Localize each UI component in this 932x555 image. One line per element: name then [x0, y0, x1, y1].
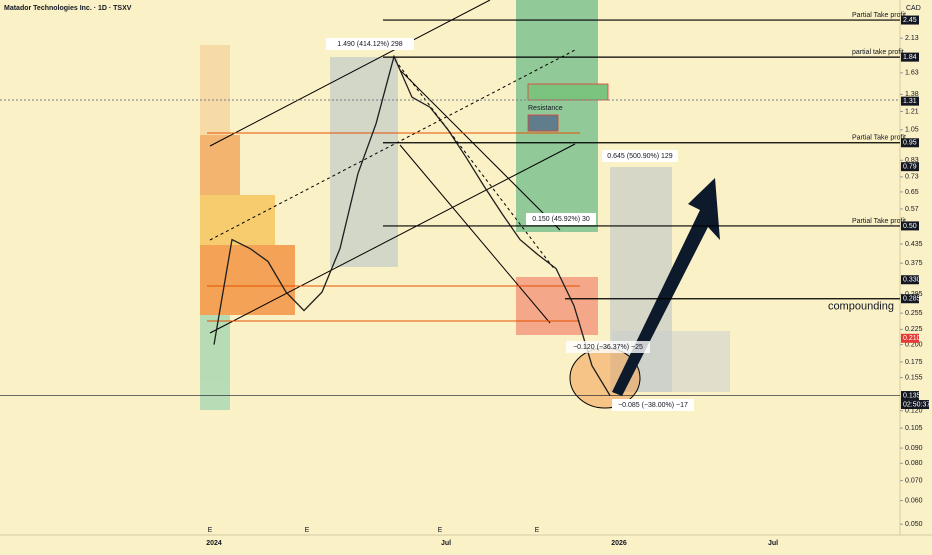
price-line-note: Partial Take profit — [852, 218, 906, 225]
y-tick-label: 2.13 — [905, 35, 919, 42]
y-tick-label: 0.200 — [905, 341, 923, 348]
price-badge — [901, 15, 919, 25]
plot — [213, 54, 611, 396]
price-badge-label: 1.31 — [903, 98, 917, 105]
y-tick-label: 0.255 — [905, 310, 923, 317]
measure-label-bg — [602, 150, 678, 162]
x-tick-label: 2024 — [206, 540, 222, 547]
x-tick-label: 2026 — [611, 540, 627, 547]
price-line-note: Partial Take profit — [852, 12, 906, 19]
price-line-note: compounding — [828, 301, 894, 313]
measure-label: 0.150 (45.92%) 30 — [532, 216, 590, 223]
price-badge-label: 0.210 — [903, 335, 921, 342]
price-line-note: Partial Take profit — [852, 135, 906, 142]
y-tick-label: 1.63 — [905, 70, 919, 77]
price-badge — [901, 275, 919, 285]
y-tick-label: 0.070 — [905, 477, 923, 484]
event-marker: E — [438, 527, 443, 534]
volume-profile — [200, 45, 295, 410]
volume-bar — [200, 195, 275, 245]
stop-zone — [516, 277, 598, 335]
price-badge-label: 0.95 — [903, 140, 917, 147]
resistance-box — [527, 83, 609, 101]
y-tick-label: 0.105 — [905, 425, 923, 432]
measure-label: 0.645 (500.90%) 129 — [607, 153, 672, 160]
resistance-label: Resistance — [528, 105, 563, 112]
measure-label: −0.120 (−36.37%) −25 — [573, 344, 643, 351]
y-tick-label: 1.05 — [905, 127, 919, 134]
measure-label-bg — [566, 341, 650, 353]
event-marker: E — [208, 527, 213, 534]
chart-title: Matador Technologies Inc. · 1D · TSXV — [4, 5, 132, 12]
y-tick-label: 0.060 — [905, 497, 923, 504]
y-tick-label: 0.83 — [905, 157, 919, 164]
price-badge-label: 0.79 — [903, 164, 917, 171]
y-tick-label: 0.175 — [905, 359, 923, 366]
y-tick-label: 0.375 — [905, 260, 923, 267]
y-tick-label: 0.225 — [905, 326, 923, 333]
y-tick-label: 0.73 — [905, 174, 919, 181]
price-badge — [901, 162, 919, 172]
price-badge — [901, 391, 919, 401]
y-tick-label: 0.155 — [905, 374, 923, 381]
resistance-box — [527, 114, 559, 132]
price-badge-label: 0.135 — [903, 392, 921, 399]
volume-bar — [200, 45, 230, 135]
measure-label: −0.085 (−38.00%) −17 — [618, 402, 688, 409]
price-badge-label: 2.45 — [903, 17, 917, 24]
currency: CAD — [906, 5, 921, 12]
price-badge-label: 0.330 — [903, 277, 921, 284]
price-badge-label: 1.84 — [903, 54, 917, 61]
y-tick-label: 0.090 — [905, 445, 923, 452]
event-marker: E — [535, 527, 540, 534]
y-tick-label: 0.435 — [905, 241, 923, 248]
y-tick-label: 0.120 — [905, 408, 923, 415]
y-tick-label: 1.38 — [905, 91, 919, 98]
volume-bar — [200, 245, 295, 315]
event-marker: E — [305, 527, 310, 534]
y-tick-label: 0.080 — [905, 460, 923, 467]
price-badge — [901, 52, 919, 62]
price-badge — [901, 96, 919, 106]
x-tick-label: Jul — [768, 540, 778, 547]
y-tick-label: 0.050 — [905, 521, 923, 528]
price-badge — [901, 294, 919, 304]
y-tick-label: 0.65 — [905, 189, 919, 196]
countdown-badge — [901, 400, 929, 410]
measure-label-bg — [612, 399, 694, 411]
price-badge-label: 0.285 — [903, 296, 921, 303]
event-markers: E E E E — [208, 527, 540, 534]
measure-label-bg — [326, 38, 414, 50]
price-line-note: partial take profit — [852, 49, 904, 56]
measure-label: 1.490 (414.12%) 298 — [337, 41, 402, 48]
measure-label-bg — [526, 213, 596, 225]
price-line-series — [213, 54, 611, 396]
price-badge — [901, 221, 919, 231]
measure-box — [330, 57, 398, 267]
y-tick-label: 1.21 — [905, 108, 919, 115]
price-badge-label: 0.50 — [903, 223, 917, 230]
x-tick-label: Jul — [441, 540, 451, 547]
price-badge — [901, 138, 919, 148]
countdown: 02:50:37 — [903, 401, 930, 408]
price-badge — [901, 333, 919, 343]
y-tick-label: 0.57 — [905, 206, 919, 213]
volume-bar — [200, 135, 240, 195]
